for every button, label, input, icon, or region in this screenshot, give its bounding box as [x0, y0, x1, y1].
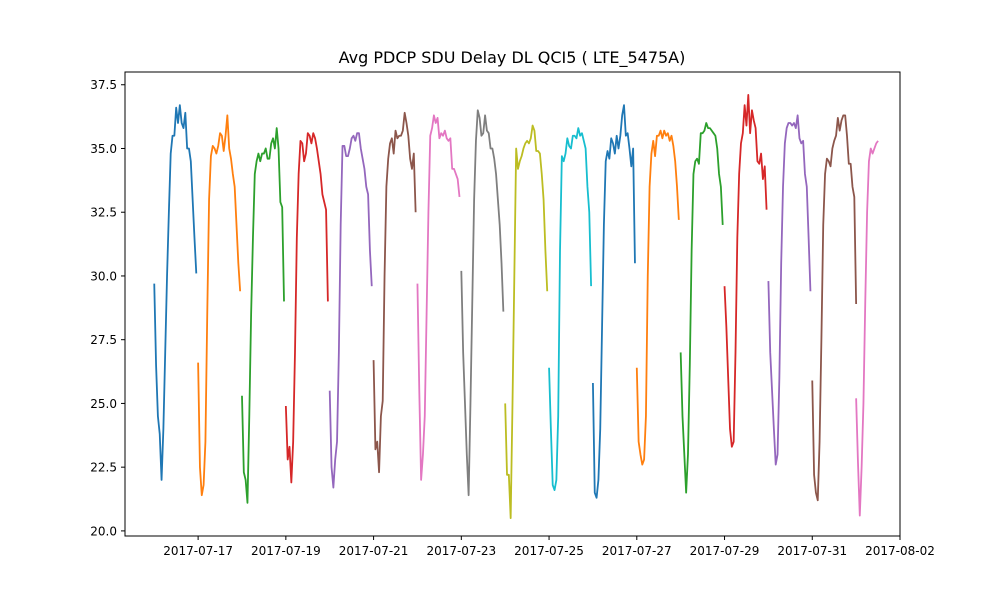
series-line-2017-07-18: [241, 127, 285, 504]
series-line-2017-07-25: [548, 127, 592, 492]
x-tick-label: 2017-07-17: [163, 544, 233, 558]
series-line-2017-07-20: [328, 132, 373, 489]
series-line-2017-07-16: [153, 104, 198, 481]
x-axis: 2017-07-17 2017-07-19 2017-07-21 2017-07-23…: [163, 536, 935, 558]
x-tick-label: 2017-07-23: [426, 544, 496, 558]
series-line-2017-07-21: [372, 111, 417, 474]
x-tick-label: 2017-07-25: [514, 544, 584, 558]
x-tick-label: 2017-07-27: [602, 544, 672, 558]
series-line-2017-07-26: [592, 104, 636, 499]
y-tick-label: 32.5: [90, 206, 117, 220]
series-line-2017-07-27: [635, 129, 680, 466]
series-line-2017-07-28: [679, 122, 724, 494]
y-tick-label: 37.5: [90, 78, 117, 92]
chart-title: Avg PDCP SDU Delay DL QCI5 ( LTE_5475A): [339, 48, 686, 68]
y-tick-label: 20.0: [90, 524, 117, 538]
series-line-2017-07-23: [460, 109, 505, 497]
x-tick-label: 2017-07-29: [690, 544, 760, 558]
series-layer: [153, 94, 879, 520]
y-tick-label: 27.5: [90, 333, 117, 347]
x-tick-label: 2017-07-21: [339, 544, 409, 558]
y-tick-label: 25.0: [90, 397, 117, 411]
x-tick-label: 2017-08-02: [865, 544, 935, 558]
plot-frame: [124, 71, 901, 537]
series-line-2017-08-01: [855, 140, 879, 517]
series-line-2017-07-17: [197, 114, 242, 497]
series-line-2017-07-31: [811, 114, 858, 502]
series-line-2017-07-22: [416, 114, 461, 481]
x-tick-label: 2017-07-31: [777, 544, 847, 558]
y-tick-label: 22.5: [90, 461, 117, 475]
series-line-2017-07-29: [723, 94, 768, 448]
y-tick-label: 30.0: [90, 269, 117, 283]
series-line-2017-07-19: [284, 132, 329, 484]
y-tick-label: 35.0: [90, 142, 117, 156]
y-axis: 20.0 22.5 25.0 27.5 30.0 32.5 35.0 37.5: [90, 78, 125, 538]
x-tick-label: 2017-07-19: [251, 544, 321, 558]
series-line-2017-07-24: [504, 124, 549, 520]
series-line-2017-07-30: [767, 114, 812, 466]
